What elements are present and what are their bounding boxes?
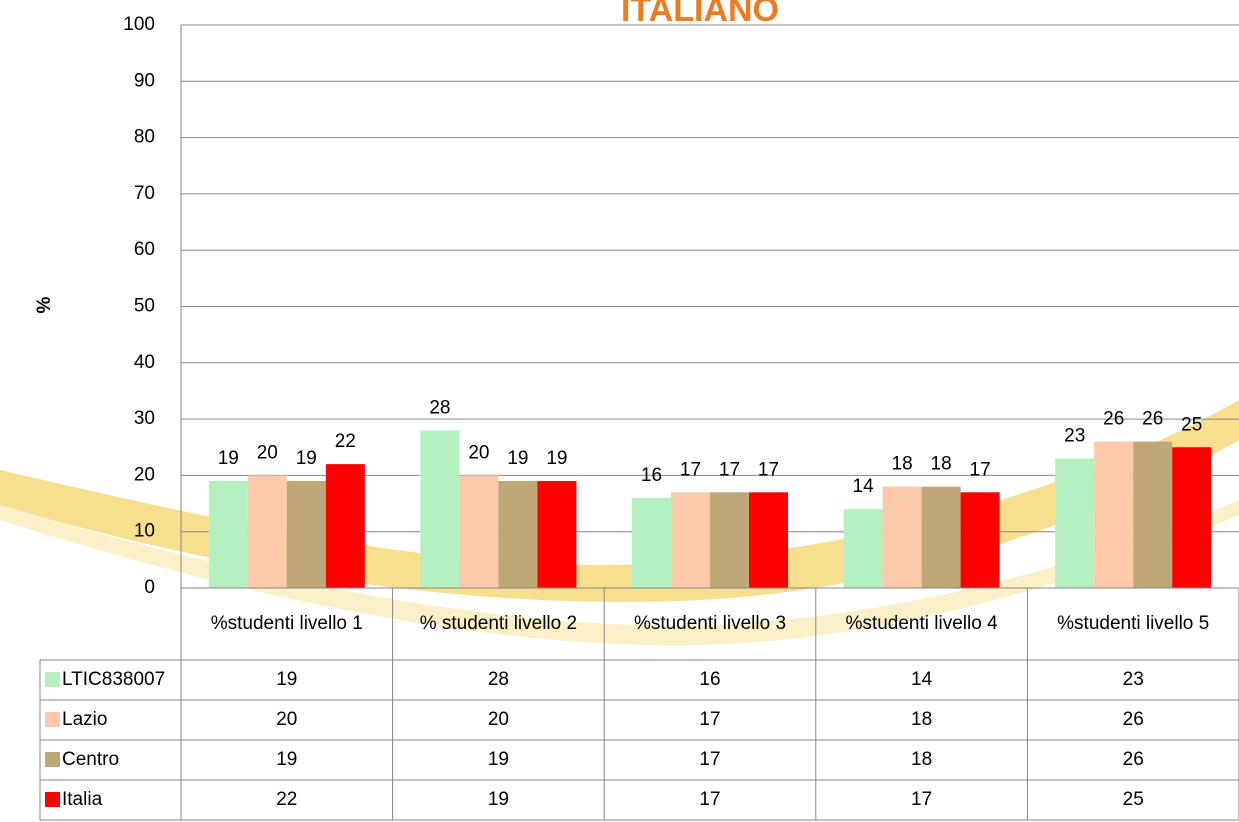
- y-tick-label: 40: [134, 352, 155, 373]
- bar: [749, 492, 788, 588]
- y-tick-label: 50: [134, 296, 155, 317]
- category-cell: %studenti livello 5: [1027, 588, 1239, 660]
- data-label: 25: [1181, 414, 1202, 435]
- data-label: 17: [719, 459, 740, 480]
- data-label: 18: [931, 454, 952, 475]
- table-cell: 18: [911, 749, 932, 770]
- data-label: 20: [468, 442, 489, 463]
- data-label: 16: [641, 465, 662, 486]
- y-tick-label: 10: [134, 521, 155, 542]
- legend-swatch: [45, 712, 60, 727]
- bar: [843, 509, 883, 588]
- table-cell: 19: [276, 749, 297, 770]
- bar: [1094, 441, 1134, 588]
- table-cell: 25: [1123, 789, 1144, 810]
- bar: [1055, 458, 1095, 588]
- category-wrap: %studenti livello 4: [816, 588, 1028, 660]
- category-cell: %studenti livello 1: [181, 588, 393, 660]
- data-label: 19: [507, 448, 528, 469]
- data-label: 18: [892, 454, 913, 475]
- table-cell: 19: [276, 669, 297, 690]
- legend-swatch: [45, 672, 60, 687]
- legend-label: Centro: [62, 749, 119, 770]
- x-tick-label: % studenti livello 2: [419, 613, 578, 634]
- data-label: 22: [335, 431, 356, 452]
- x-tick-label: %studenti livello 4: [845, 613, 998, 634]
- data-label: 20: [257, 442, 278, 463]
- table-cell: 20: [488, 709, 509, 730]
- bar: [882, 486, 922, 588]
- table-cell: 19: [488, 789, 509, 810]
- y-tick-label: 30: [134, 408, 155, 429]
- data-label: 19: [218, 448, 239, 469]
- bar: [960, 492, 1000, 588]
- data-label: 17: [680, 459, 701, 480]
- y-axis-label: %: [34, 296, 55, 313]
- bar: [1172, 447, 1212, 588]
- bar: [498, 481, 538, 588]
- bar: [710, 492, 749, 588]
- bar: [632, 497, 671, 588]
- category-wrap: %studenti livello 1: [181, 588, 393, 660]
- table-cell: 20: [276, 709, 297, 730]
- data-label: 26: [1142, 409, 1163, 430]
- table-cell: 17: [699, 749, 720, 770]
- y-tick-label: 20: [134, 464, 155, 485]
- bar: [671, 492, 710, 588]
- legend-label: Lazio: [62, 709, 107, 730]
- data-label: 19: [546, 448, 567, 469]
- table-cell: 23: [1123, 669, 1144, 690]
- table-cell: 26: [1123, 709, 1144, 730]
- y-tick-label: 80: [134, 127, 155, 148]
- y-tick-label: 100: [123, 14, 155, 35]
- category-cell: %studenti livello 4: [816, 588, 1028, 660]
- category-wrap: %studenti livello 3: [604, 588, 816, 660]
- y-tick-label: 0: [144, 577, 155, 598]
- decor-swoosh: [0, 500, 1239, 646]
- bar: [921, 486, 961, 588]
- bar: [459, 475, 499, 588]
- data-label: 26: [1103, 409, 1124, 430]
- bar: [1133, 441, 1173, 588]
- bar: [247, 475, 287, 588]
- x-tick-label: %studenti livello 5: [1057, 613, 1210, 634]
- data-label: 17: [758, 459, 779, 480]
- legend-label: Italia: [62, 789, 103, 810]
- y-tick-label: 90: [134, 70, 155, 91]
- table-cell: 17: [699, 709, 720, 730]
- bar: [420, 430, 460, 588]
- bar: [325, 464, 365, 588]
- legend-swatch: [45, 792, 60, 807]
- data-label: 19: [296, 448, 317, 469]
- data-label: 14: [853, 476, 875, 497]
- x-tick-label: %studenti livello 3: [633, 613, 787, 634]
- data-label: 28: [429, 397, 450, 418]
- legend-swatch: [45, 752, 60, 767]
- table-cell: 28: [488, 669, 509, 690]
- table-cell: 18: [911, 709, 932, 730]
- x-tick-label: %studenti livello 1: [210, 613, 363, 634]
- category-cell: %studenti livello 3: [604, 588, 816, 660]
- bar: [537, 481, 577, 588]
- table-cell: 17: [699, 789, 720, 810]
- table-cell: 16: [699, 669, 720, 690]
- legend-label: LTIC838007: [62, 669, 165, 690]
- category-wrap: % studenti livello 2: [393, 588, 605, 660]
- bar: [286, 481, 326, 588]
- data-label: 23: [1064, 426, 1085, 447]
- category-cell: % studenti livello 2: [393, 588, 605, 660]
- table-cell: 22: [276, 789, 297, 810]
- y-tick-label: 70: [134, 183, 155, 204]
- bar: [208, 481, 248, 588]
- table-cell: 19: [488, 749, 509, 770]
- data-label: 17: [970, 459, 991, 480]
- category-wrap: %studenti livello 5: [1027, 588, 1239, 660]
- y-tick-label: 60: [134, 239, 155, 260]
- table-cell: 17: [911, 789, 932, 810]
- table-cell: 26: [1123, 749, 1144, 770]
- table-cell: 14: [911, 669, 933, 690]
- chart-title: ITALIANO: [621, 0, 779, 29]
